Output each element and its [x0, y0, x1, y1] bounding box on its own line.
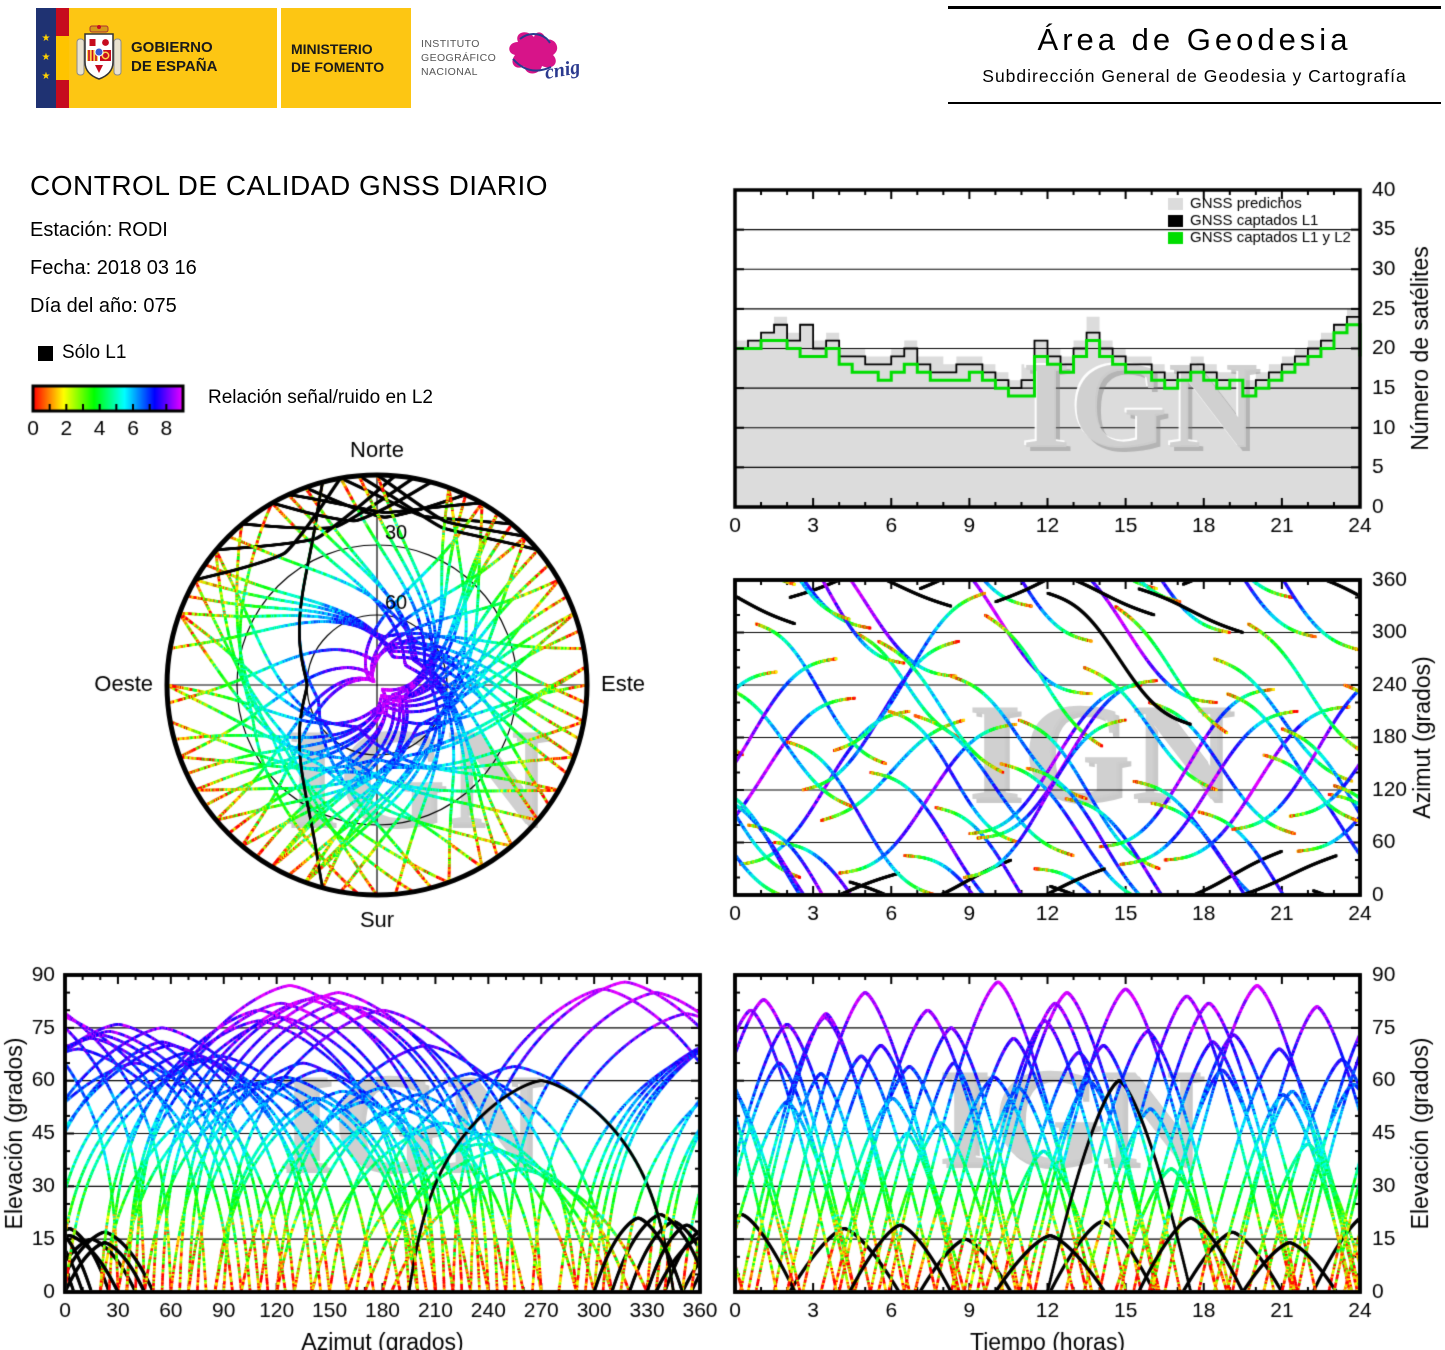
solo-l1-legend: Sólo L1 — [38, 342, 126, 364]
elevation-azimuth-chart — [0, 938, 720, 1350]
star-icon: ★ — [41, 52, 51, 63]
area-title: Área de Geodesia — [1037, 22, 1352, 57]
gobierno-box: GOBIERNO DE ESPAÑA — [69, 8, 277, 108]
snr-colorbar-label: Relación señal/ruido en L2 — [208, 387, 433, 408]
ministerio-box: MINISTERIO DE FOMENTO — [281, 8, 411, 108]
star-icon: ★ — [41, 71, 51, 82]
spain-flag-strip — [56, 8, 69, 108]
station-row: Estación: RODI — [30, 219, 168, 241]
government-logo-bar: ★ ★ ★ — [36, 8, 603, 108]
eu-flag-strip: ★ ★ ★ — [36, 8, 56, 108]
elevation-time-chart — [700, 938, 1445, 1350]
cnig-logo: cnig — [500, 23, 592, 94]
instituto-geografico-box: INSTITUTO GEOGRÁFICO NACIONAL cnig — [411, 8, 603, 108]
geodesia-header: Área de Geodesia Subdirección General de… — [948, 6, 1441, 104]
instituto-label: INSTITUTO GEOGRÁFICO NACIONAL — [421, 37, 497, 79]
black-square-icon — [38, 345, 53, 361]
satellite-count-chart — [700, 180, 1445, 545]
skyplot-chart — [55, 428, 705, 943]
page-title: CONTROL DE CALIDAD GNSS DIARIO — [30, 170, 549, 201]
doy-row: Día del año: 075 — [30, 295, 177, 317]
report-info: CONTROL DE CALIDAD GNSS DIARIO Estación:… — [30, 170, 548, 333]
gobierno-label: GOBIERNO DE ESPAÑA — [131, 39, 218, 75]
star-icon: ★ — [41, 33, 51, 44]
azimuth-time-chart — [700, 558, 1445, 930]
area-subtitle: Subdirección General de Geodesia y Carto… — [982, 66, 1407, 86]
spain-coat-of-arms-icon — [75, 24, 123, 92]
date-row: Fecha: 2018 03 16 — [30, 257, 197, 279]
svg-text:cnig: cnig — [543, 56, 582, 84]
solo-l1-label: Sólo L1 — [62, 342, 127, 363]
